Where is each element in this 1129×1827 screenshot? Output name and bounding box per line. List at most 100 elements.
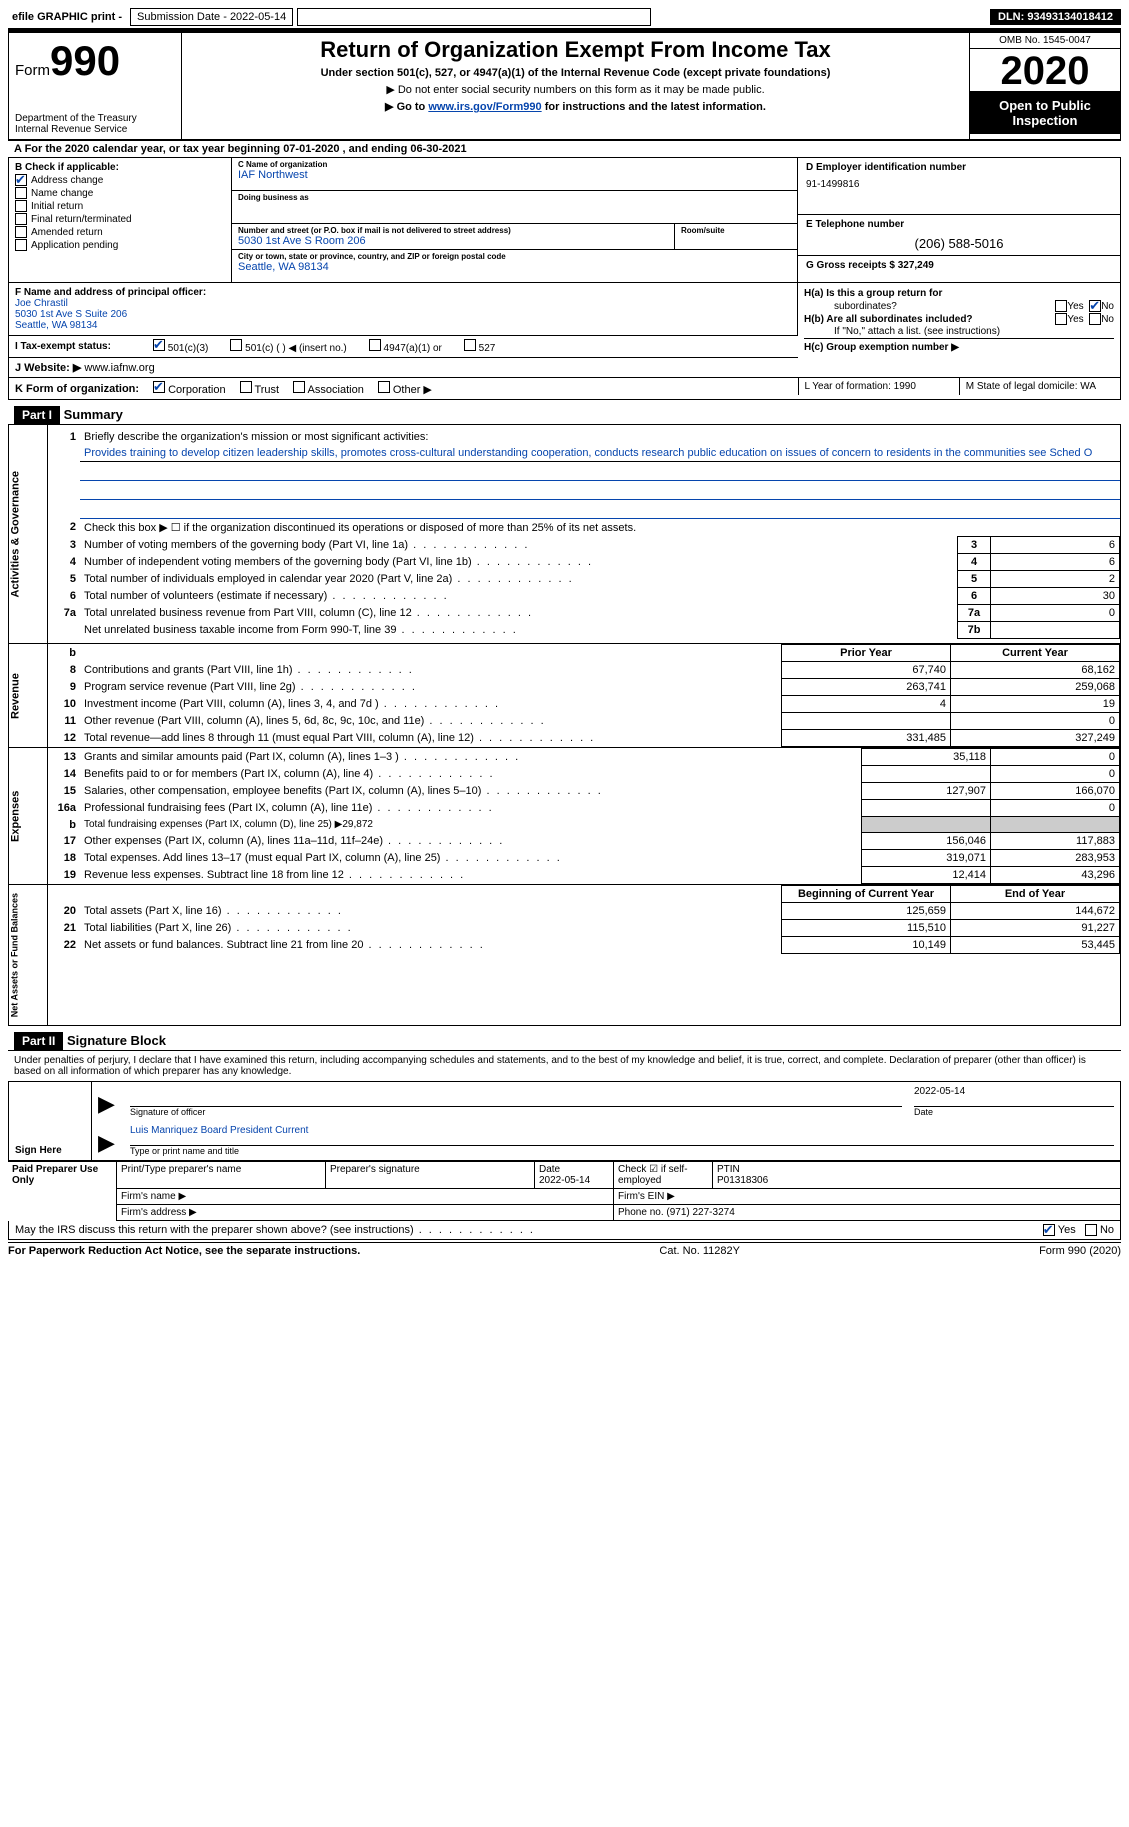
- discuss-yes-checkbox[interactable]: [1043, 1224, 1055, 1236]
- line-desc: Total unrelated business revenue from Pa…: [80, 605, 958, 622]
- governance-line: Net unrelated business taxable income fr…: [48, 622, 1120, 639]
- financial-line: 15 Salaries, other compensation, employe…: [48, 783, 1120, 800]
- tax-status-checkbox[interactable]: [153, 339, 165, 351]
- form-org-option: Other ▶: [378, 381, 432, 396]
- line-box: 4: [958, 554, 991, 571]
- blank-line: [80, 500, 1120, 519]
- form-org-checkbox[interactable]: [153, 381, 165, 393]
- line-current: 166,070: [991, 783, 1120, 800]
- no-label-2: No: [1101, 314, 1114, 325]
- checkbox[interactable]: [15, 213, 27, 225]
- blank-button[interactable]: [297, 8, 651, 26]
- col-b-item: Address change: [15, 174, 225, 186]
- h-b-yes-checkbox[interactable]: [1055, 313, 1067, 325]
- officer-addr1: 5030 1st Ave S Suite 206: [15, 309, 791, 320]
- checkbox[interactable]: [15, 226, 27, 238]
- line-current: 327,249: [951, 730, 1120, 747]
- arrow-icon: ▶: [98, 1091, 115, 1116]
- form990-link[interactable]: www.irs.gov/Form990: [428, 101, 541, 113]
- line-prior: 115,510: [782, 920, 951, 937]
- line-num: 2: [48, 519, 80, 537]
- tax-status-checkbox[interactable]: [464, 339, 476, 351]
- end-year-header: End of Year: [951, 886, 1120, 903]
- line-num: [48, 622, 80, 639]
- line-current: 259,068: [951, 679, 1120, 696]
- h-a-sub: subordinates?: [804, 301, 1055, 312]
- line-num: 16a: [48, 800, 80, 817]
- line-current: 0: [991, 766, 1120, 783]
- tax-status-option: 501(c) ( ) ◀ (insert no.): [230, 339, 346, 354]
- line-num: 15: [48, 783, 80, 800]
- submission-date-button[interactable]: Submission Date - 2022-05-14: [130, 8, 293, 26]
- form-org-checkbox[interactable]: [378, 381, 390, 393]
- h-a-label: H(a) Is this a group return for: [804, 288, 942, 299]
- line-prior: [862, 817, 991, 833]
- blank-line: [80, 481, 1120, 500]
- form-org-checkbox[interactable]: [293, 381, 305, 393]
- h-b-no-checkbox[interactable]: [1089, 313, 1101, 325]
- col-b-item: Name change: [15, 187, 225, 199]
- financial-line: 11 Other revenue (Part VIII, column (A),…: [48, 713, 1120, 730]
- financial-line: 19 Revenue less expenses. Subtract line …: [48, 867, 1120, 884]
- h-a-yes-checkbox[interactable]: [1055, 300, 1067, 312]
- line-value: [991, 622, 1120, 639]
- financial-line: 16a Professional fundraising fees (Part …: [48, 800, 1120, 817]
- line-current: 0: [951, 713, 1120, 730]
- line-desc: Contributions and grants (Part VIII, lin…: [80, 662, 782, 679]
- declaration-text: Under penalties of perjury, I declare th…: [8, 1051, 1121, 1081]
- line-current: 91,227: [951, 920, 1120, 937]
- checkbox-label: Final return/terminated: [31, 214, 132, 225]
- line-desc: Grants and similar amounts paid (Part IX…: [80, 749, 862, 766]
- prior-year-header: Prior Year: [782, 645, 951, 662]
- sign-here-table: Sign Here ▶ Signature of officer 2022-05…: [8, 1081, 1121, 1161]
- line-num: 5: [48, 571, 80, 588]
- form-org-checkbox[interactable]: [240, 381, 252, 393]
- column-b: B Check if applicable: Address changeNam…: [9, 158, 232, 283]
- org-name-label: C Name of organization: [238, 160, 791, 169]
- footer-mid: Cat. No. 11282Y: [659, 1245, 740, 1257]
- city-label: City or town, state or province, country…: [238, 252, 791, 261]
- h-a-no-checkbox[interactable]: [1089, 300, 1101, 312]
- tax-status-checkbox[interactable]: [230, 339, 242, 351]
- checkbox-label: Name change: [31, 188, 93, 199]
- line-box: 7b: [958, 622, 991, 639]
- part-2-header: Part II Signature Block: [8, 1032, 1121, 1051]
- efile-label: efile GRAPHIC print -: [8, 9, 126, 25]
- line-current: 53,445: [951, 937, 1120, 954]
- signature-label: Signature of officer: [130, 1107, 902, 1117]
- checkbox[interactable]: [15, 174, 27, 186]
- line-num: 10: [48, 696, 80, 713]
- financial-line: 21 Total liabilities (Part X, line 26) 1…: [48, 920, 1120, 937]
- header-right: OMB No. 1545-0047 2020 Open to Public In…: [970, 33, 1121, 140]
- line-desc: Total revenue—add lines 8 through 11 (mu…: [80, 730, 782, 747]
- line-prior: 331,485: [782, 730, 951, 747]
- header-middle: Return of Organization Exempt From Incom…: [182, 33, 970, 140]
- current-year-header: Current Year: [951, 645, 1120, 662]
- line-num: 7a: [48, 605, 80, 622]
- signature-line[interactable]: [130, 1086, 902, 1107]
- column-d: D Employer identification number 91-1499…: [798, 158, 1121, 283]
- yes-label-2: Yes: [1067, 314, 1083, 325]
- form-subtitle: Under section 501(c), 527, or 4947(a)(1)…: [192, 67, 959, 79]
- page-footer: For Paperwork Reduction Act Notice, see …: [8, 1242, 1121, 1257]
- checkbox[interactable]: [15, 200, 27, 212]
- header-left: Form990 Department of the Treasury Inter…: [9, 33, 182, 140]
- discuss-no-checkbox[interactable]: [1085, 1224, 1097, 1236]
- financial-line: 22 Net assets or fund balances. Subtract…: [48, 937, 1120, 954]
- entity-info-table: B Check if applicable: Address changeNam…: [8, 157, 1121, 400]
- governance-line: 4 Number of independent voting members o…: [48, 554, 1120, 571]
- line-num: 9: [48, 679, 80, 696]
- line-current: 283,953: [991, 850, 1120, 867]
- firm-phone: Phone no. (971) 227-3274: [614, 1205, 1121, 1221]
- website-value: www.iafnw.org: [84, 362, 154, 374]
- tax-status-checkbox[interactable]: [369, 339, 381, 351]
- line-desc: Total number of volunteers (estimate if …: [80, 588, 958, 605]
- line-num: 18: [48, 850, 80, 867]
- dba-label: Doing business as: [238, 193, 791, 202]
- part-2-badge: Part II: [14, 1032, 63, 1050]
- governance-line: 6 Total number of volunteers (estimate i…: [48, 588, 1120, 605]
- line-current: 68,162: [951, 662, 1120, 679]
- checkbox[interactable]: [15, 239, 27, 251]
- checkbox[interactable]: [15, 187, 27, 199]
- line-box: 3: [958, 537, 991, 554]
